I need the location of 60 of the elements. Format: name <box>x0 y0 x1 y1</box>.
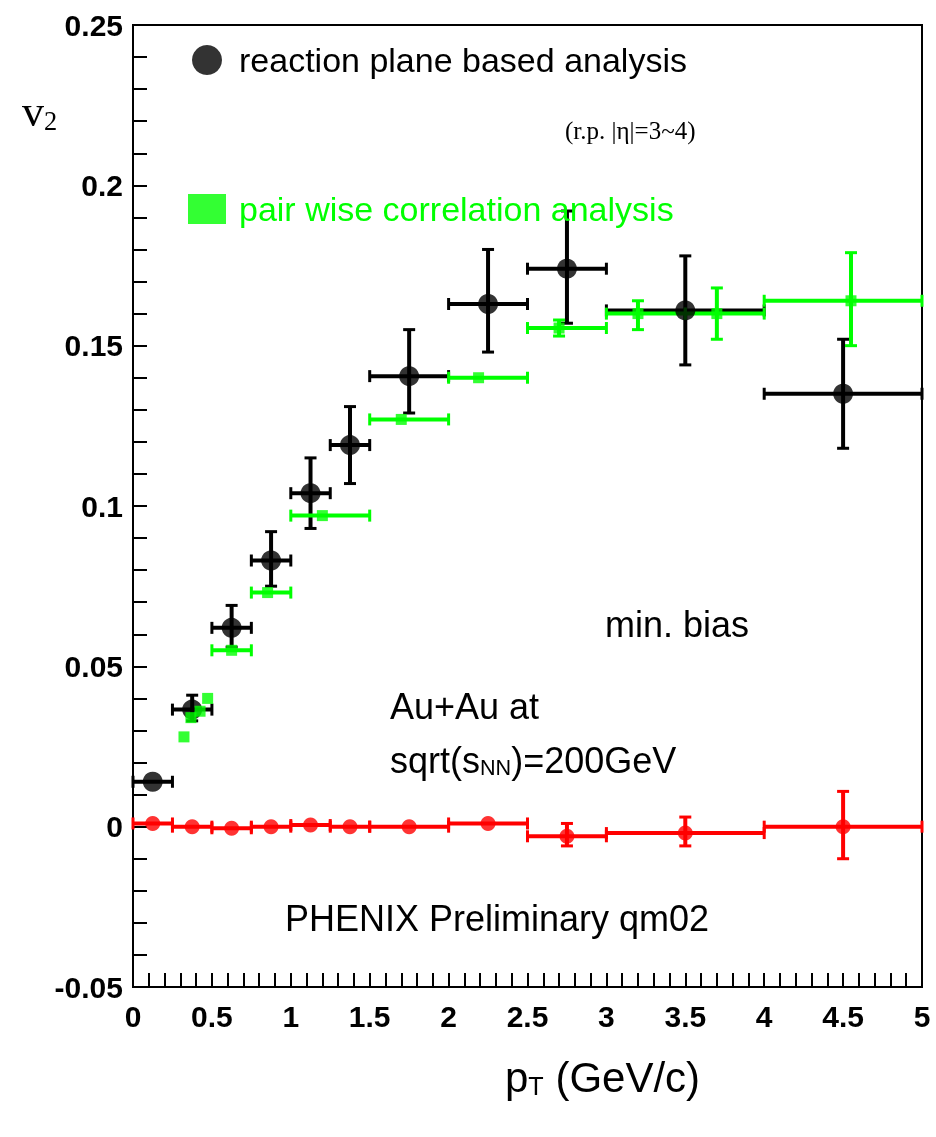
point <box>226 644 238 656</box>
x-tick-label: 2.5 <box>506 999 549 1033</box>
point <box>224 820 240 836</box>
y-tick-label: 0 <box>106 810 123 844</box>
x-tick-label: 1.5 <box>348 999 391 1033</box>
annotation: min. bias <box>605 603 750 645</box>
legend-label: pair wise correlation analysis <box>239 190 674 228</box>
point <box>556 258 577 279</box>
annotation: (r.p. |η|=3~4) <box>565 117 696 145</box>
point <box>399 366 420 387</box>
y-tick-label: 0.05 <box>64 649 123 683</box>
point <box>675 300 696 321</box>
point <box>303 817 319 833</box>
x-tick-label: 3 <box>598 999 615 1033</box>
point <box>300 483 321 504</box>
point <box>845 295 857 307</box>
annotation: sqrt(sNN)=200GeV <box>390 739 677 781</box>
annotation: Au+Au at <box>390 685 540 727</box>
y-axis-title: v2 <box>22 87 58 137</box>
point <box>632 308 644 320</box>
legend-label: reaction plane based analysis <box>239 41 687 79</box>
y-tick-label: -0.05 <box>54 970 123 1004</box>
point <box>340 435 360 456</box>
point <box>480 815 496 831</box>
point <box>221 617 242 638</box>
y-tick-label: 0.25 <box>64 8 123 42</box>
point <box>194 705 206 717</box>
x-tick-label: 4.5 <box>822 999 864 1033</box>
point <box>342 819 358 835</box>
point <box>473 372 485 384</box>
point <box>178 731 190 743</box>
point <box>202 692 214 704</box>
point <box>185 712 197 724</box>
point <box>263 819 279 835</box>
x-tick-label: 5 <box>913 999 931 1033</box>
point <box>261 550 282 571</box>
point <box>559 828 575 844</box>
y-tick-label: 0.2 <box>81 168 123 202</box>
point <box>553 322 565 334</box>
point <box>478 293 499 314</box>
point <box>833 383 854 404</box>
point <box>184 819 200 835</box>
point <box>142 771 163 792</box>
y-tick-label: 0.1 <box>81 489 123 523</box>
point <box>677 825 693 841</box>
point <box>835 819 851 835</box>
point <box>316 510 328 522</box>
y-tick-label: 0.15 <box>64 329 123 363</box>
x-tick-label: 3.5 <box>664 999 707 1033</box>
point <box>711 308 723 320</box>
annotation: PHENIX Preliminary qm02 <box>285 897 710 939</box>
point <box>262 587 274 599</box>
x-tick-label: 4 <box>755 999 773 1033</box>
point <box>145 815 161 831</box>
point <box>401 819 417 835</box>
x-tick-label: 1 <box>282 999 300 1033</box>
x-tick-label: 2 <box>440 999 457 1033</box>
point <box>395 413 407 425</box>
x-axis-title: pT (GeV/c) <box>505 1054 701 1102</box>
x-tick-label: 0.5 <box>191 999 233 1033</box>
